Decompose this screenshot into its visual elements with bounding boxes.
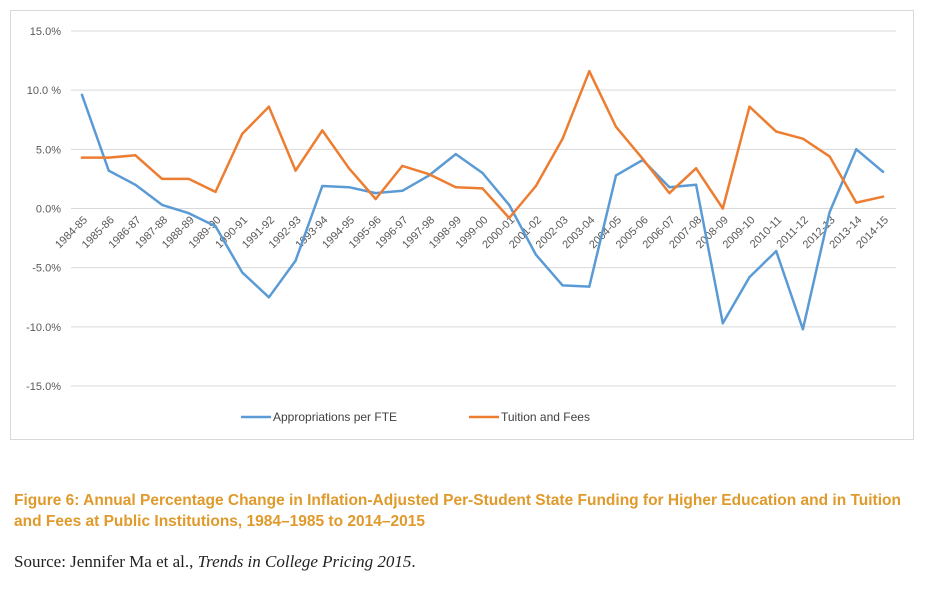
y-tick-label: -5.0% bbox=[32, 263, 61, 275]
data-point bbox=[427, 172, 431, 176]
data-point bbox=[721, 322, 724, 325]
y-tick-label: -10.0% bbox=[26, 322, 61, 334]
data-point bbox=[187, 177, 190, 181]
data-point bbox=[668, 186, 671, 189]
data-point bbox=[588, 285, 591, 288]
data-point bbox=[321, 129, 324, 132]
data-point bbox=[321, 184, 324, 188]
data-point bbox=[855, 148, 858, 151]
data-point bbox=[561, 284, 564, 287]
data-point bbox=[160, 203, 164, 207]
series-lines bbox=[80, 69, 885, 331]
data-point bbox=[241, 271, 244, 274]
data-point bbox=[294, 259, 297, 262]
data-point bbox=[107, 156, 110, 159]
data-point bbox=[134, 183, 137, 187]
data-point bbox=[561, 137, 564, 140]
data-point bbox=[881, 170, 885, 174]
data-point bbox=[721, 207, 724, 210]
data-point bbox=[614, 125, 618, 129]
y-tick-label: 15.0% bbox=[30, 26, 61, 38]
data-point bbox=[614, 174, 618, 177]
data-point bbox=[187, 212, 190, 215]
source-prefix: Source: Jennifer Ma et al., bbox=[14, 552, 198, 571]
y-tick-label: 0.0% bbox=[36, 204, 61, 216]
data-point bbox=[534, 184, 538, 188]
data-point bbox=[881, 195, 885, 198]
data-point bbox=[214, 190, 217, 194]
source-suffix: . bbox=[411, 552, 416, 571]
data-point bbox=[107, 169, 110, 172]
data-point bbox=[828, 210, 831, 214]
data-point bbox=[481, 187, 484, 190]
data-point bbox=[454, 152, 457, 156]
figure-caption: Figure 6: Annual Percentage Change in In… bbox=[14, 492, 901, 530]
data-point bbox=[80, 156, 84, 159]
data-point bbox=[347, 167, 351, 170]
data-point bbox=[401, 189, 404, 192]
series-line-tuition bbox=[80, 69, 885, 220]
data-point bbox=[454, 186, 457, 189]
data-point bbox=[588, 70, 591, 73]
data-point bbox=[160, 177, 164, 181]
data-point bbox=[267, 296, 271, 299]
line-chart: 15.0% 10.0 % 5.0% 0.0% -5.0% -10.0% -15.0% 198… bbox=[26, 26, 896, 424]
y-tick-label: 10.0 % bbox=[27, 85, 61, 97]
gridlines bbox=[71, 30, 896, 387]
y-axis-tick-labels: 15.0% 10.0 % 5.0% 0.0% -5.0% -10.0% -15.0% bbox=[26, 26, 61, 393]
data-point bbox=[641, 157, 644, 160]
legend-label: Appropriations per FTE bbox=[273, 410, 397, 424]
data-point bbox=[748, 105, 751, 108]
data-point bbox=[775, 249, 778, 253]
legend: Appropriations per FTE Tuition and Fees bbox=[241, 410, 590, 424]
data-point bbox=[801, 328, 805, 331]
data-point bbox=[241, 132, 244, 136]
x-axis-tick-labels: 1984-851985-861986-871987-881988-891989-… bbox=[53, 214, 891, 251]
series-line-appropriations bbox=[80, 93, 885, 331]
data-point bbox=[214, 225, 217, 228]
data-point bbox=[80, 93, 84, 97]
data-point bbox=[481, 171, 484, 175]
data-point bbox=[694, 167, 698, 170]
data-point bbox=[508, 216, 511, 220]
data-point bbox=[134, 154, 137, 157]
y-tick-label: -15.0% bbox=[26, 381, 61, 393]
data-point bbox=[694, 183, 698, 187]
data-point bbox=[775, 130, 778, 133]
data-point bbox=[748, 275, 751, 279]
y-tick-label: 5.0% bbox=[36, 144, 61, 156]
data-point bbox=[374, 197, 377, 201]
data-point bbox=[401, 164, 404, 168]
legend-label: Tuition and Fees bbox=[501, 410, 590, 424]
source-title: Trends in College Pricing 2015 bbox=[197, 552, 412, 571]
data-point bbox=[828, 155, 831, 158]
chart-frame: 15.0% 10.0 % 5.0% 0.0% -5.0% -10.0% -15.0% 198… bbox=[10, 10, 914, 440]
data-point bbox=[267, 105, 271, 108]
data-point bbox=[801, 137, 805, 140]
source-citation: Source: Jennifer Ma et al., Trends in Co… bbox=[14, 552, 904, 572]
data-point bbox=[508, 203, 511, 207]
data-point bbox=[668, 191, 671, 195]
data-point bbox=[374, 191, 377, 195]
data-point bbox=[534, 253, 538, 256]
data-point bbox=[347, 186, 351, 189]
data-point bbox=[294, 169, 297, 172]
data-point bbox=[855, 201, 858, 204]
